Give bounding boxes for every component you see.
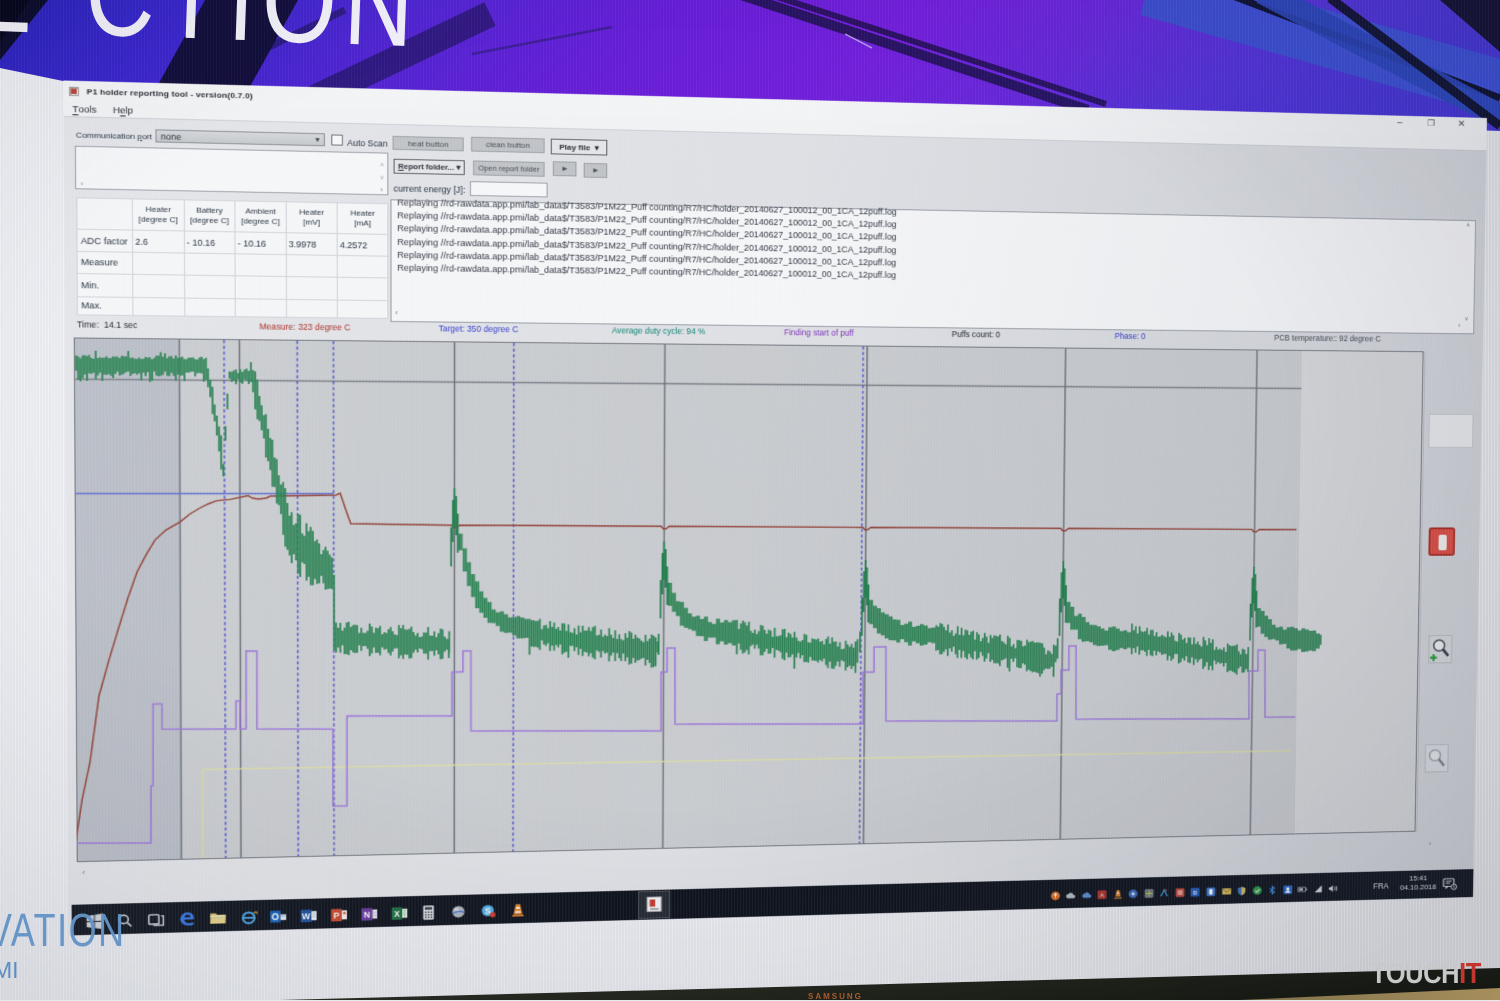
svg-text:S: S: [485, 906, 491, 916]
svg-text:X: X: [393, 909, 399, 918]
svg-text:P: P: [333, 910, 339, 919]
svg-text:N: N: [363, 910, 369, 919]
svg-text:A: A: [1100, 892, 1105, 898]
svg-text:E: E: [0, 0, 36, 59]
svg-text:CTION: CTION: [83, 0, 423, 73]
svg-text:W: W: [302, 911, 311, 920]
svg-text:D: D: [1193, 890, 1197, 896]
